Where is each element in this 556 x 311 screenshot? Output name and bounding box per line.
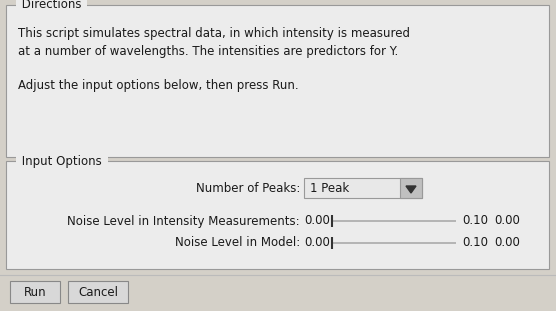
- Text: 0.00: 0.00: [304, 215, 330, 228]
- FancyBboxPatch shape: [304, 178, 422, 198]
- Text: 0.10: 0.10: [462, 236, 488, 249]
- Text: Directions: Directions: [18, 0, 85, 12]
- Text: 0.00: 0.00: [494, 236, 520, 249]
- Text: 0.00: 0.00: [304, 236, 330, 249]
- Text: This script simulates spectral data, in which intensity is measured: This script simulates spectral data, in …: [18, 27, 410, 40]
- Polygon shape: [406, 186, 416, 193]
- FancyBboxPatch shape: [6, 5, 549, 157]
- Text: Cancel: Cancel: [78, 285, 118, 299]
- FancyBboxPatch shape: [6, 161, 549, 269]
- Text: Noise Level in Intensity Measurements:: Noise Level in Intensity Measurements:: [67, 215, 300, 228]
- Text: Input Options: Input Options: [18, 155, 106, 168]
- FancyBboxPatch shape: [400, 178, 422, 198]
- Text: 0.00: 0.00: [494, 215, 520, 228]
- FancyBboxPatch shape: [10, 281, 60, 303]
- Text: Number of Peaks:: Number of Peaks:: [196, 182, 300, 194]
- Text: 1 Peak: 1 Peak: [310, 182, 349, 194]
- Text: 0.10: 0.10: [462, 215, 488, 228]
- Text: at a number of wavelengths. The intensities are predictors for Y.: at a number of wavelengths. The intensit…: [18, 45, 398, 58]
- FancyBboxPatch shape: [68, 281, 128, 303]
- Text: Noise Level in Model:: Noise Level in Model:: [175, 236, 300, 249]
- Text: Adjust the input options below, then press Run.: Adjust the input options below, then pre…: [18, 79, 299, 92]
- Text: Run: Run: [24, 285, 46, 299]
